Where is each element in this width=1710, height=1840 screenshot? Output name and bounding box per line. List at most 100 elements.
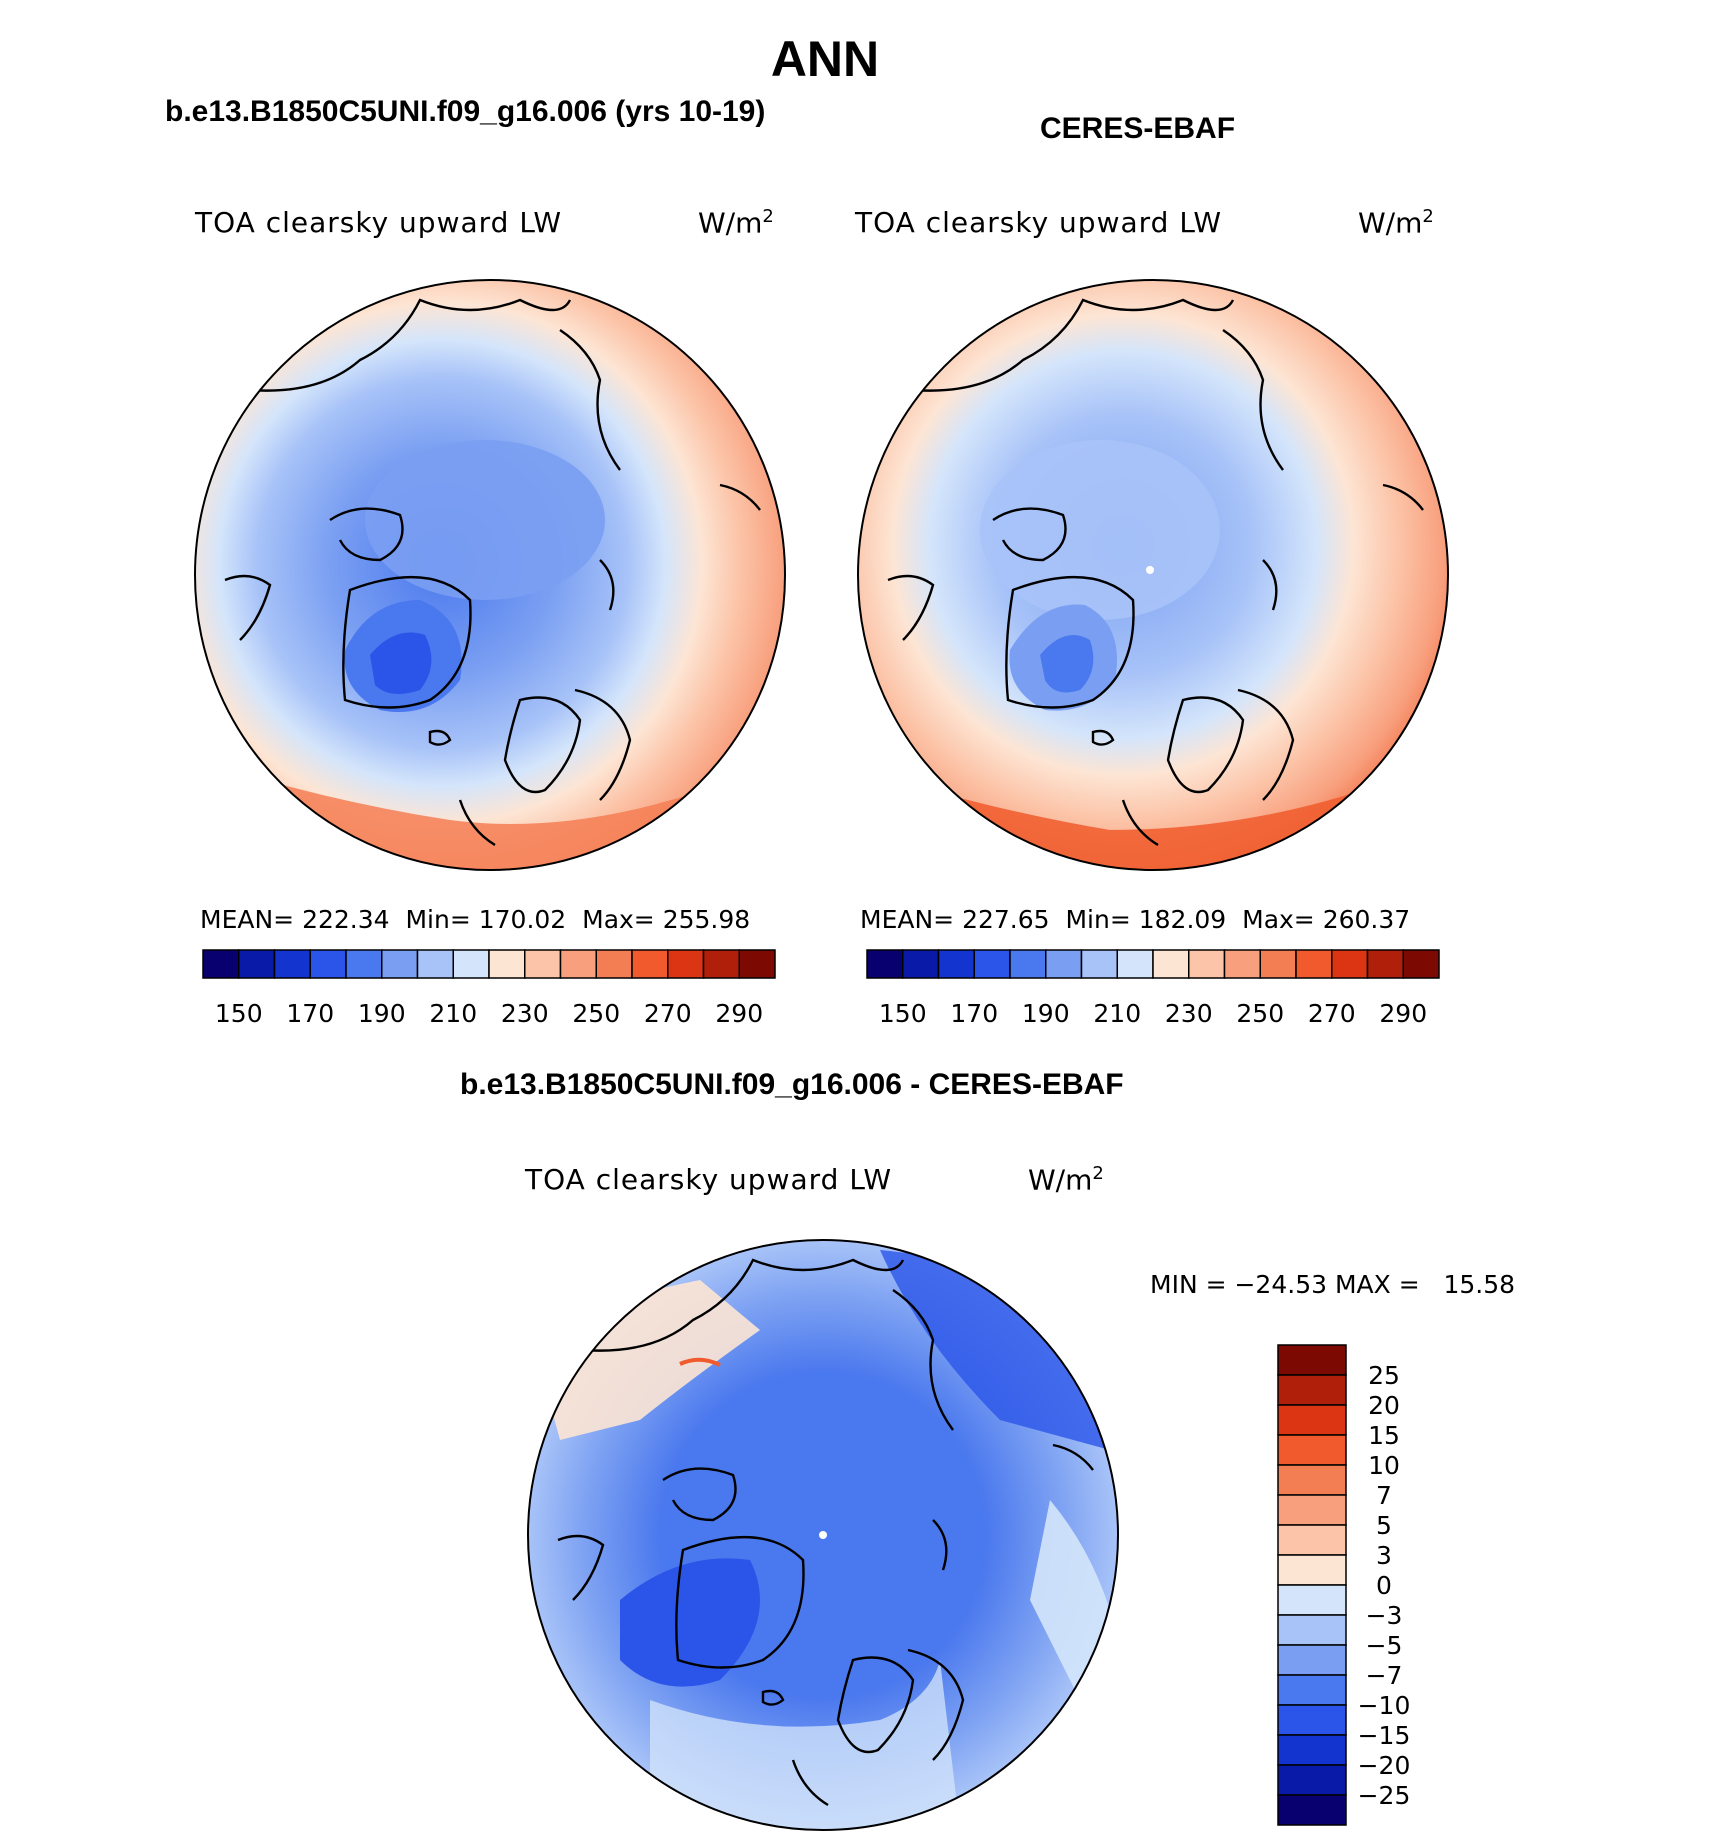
obs-colorbar-box: [1402, 949, 1440, 979]
obs-colorbar-tick-label: 230: [1165, 999, 1213, 1028]
obs-colorbar-box: [1331, 949, 1369, 979]
obs-colorbar-box: [1045, 949, 1083, 979]
diff-polar-map: [527, 1239, 1119, 1831]
obs-colorbar-box: [866, 949, 904, 979]
diff-colorbar-box: [1277, 1374, 1347, 1406]
model-colorbar-box: [202, 949, 240, 979]
obs-colorbar-tick-label: 190: [1022, 999, 1070, 1028]
obs-variable-label: TOA clearsky upward LW: [855, 206, 1223, 239]
obs-colorbar-box: [1223, 949, 1261, 979]
model-colorbar-box: [738, 949, 776, 979]
obs-colorbar-tick-label: 270: [1308, 999, 1356, 1028]
diff-colorbar-tick-label: 25: [1368, 1361, 1400, 1390]
obs-colorbar-box: [1152, 949, 1190, 979]
obs-polar-map: [857, 279, 1449, 871]
model-colorbar-tick-label: 270: [644, 999, 692, 1028]
diff-colorbar-box: [1277, 1704, 1347, 1736]
diff-colorbar-box: [1277, 1764, 1347, 1796]
model-mean-value: 222.34: [302, 905, 390, 934]
diff-units-exp: 2: [1092, 1163, 1104, 1184]
model-colorbar-box: [452, 949, 490, 979]
model-colorbar-box: [416, 949, 454, 979]
model-colorbar-box: [559, 949, 597, 979]
obs-colorbar-box: [1009, 949, 1047, 979]
obs-colorbar-tick-label: 290: [1379, 999, 1427, 1028]
obs-colorbar-box: [937, 949, 975, 979]
model-max-label: Max=: [582, 905, 655, 934]
obs-mean-value: 227.65: [962, 905, 1050, 934]
diff-colorbar-box: [1277, 1524, 1347, 1556]
model-colorbar-box: [309, 949, 347, 979]
model-colorbar-box: [702, 949, 740, 979]
obs-units-exp: 2: [1422, 206, 1434, 227]
diff-colorbar-box: [1277, 1494, 1347, 1526]
diff-units-label: W/m2: [1028, 1163, 1104, 1196]
diff-colorbar-tick-label: −25: [1358, 1781, 1411, 1810]
obs-colorbar-tick-label: 170: [950, 999, 998, 1028]
figure-title: ANN: [770, 31, 880, 87]
model-case-title: b.e13.B1850C5UNI.f09_g16.006 (yrs 10-19): [165, 95, 766, 128]
diff-colorbar-tick-label: 15: [1368, 1421, 1400, 1450]
diff-colorbar-tick-label: −10: [1358, 1691, 1411, 1720]
model-colorbar-box: [524, 949, 562, 979]
diff-colorbar-box: [1277, 1794, 1347, 1826]
model-units-exp: 2: [762, 206, 774, 227]
diff-colorbar-tick-label: 10: [1368, 1451, 1400, 1480]
model-colorbar: 150 170 190 210 230 250 270 290: [202, 949, 776, 1028]
model-colorbar-tick-label: 190: [358, 999, 406, 1028]
model-colorbar-tick-label: 230: [501, 999, 549, 1028]
obs-max-value: 260.37: [1322, 905, 1411, 934]
diff-colorbar-box: [1277, 1434, 1347, 1466]
model-colorbar-box: [381, 949, 419, 979]
diff-colorbar-box: [1277, 1584, 1347, 1616]
diff-variable-label: TOA clearsky upward LW: [525, 1163, 893, 1196]
obs-stats: MEAN= 227.65 Min= 182.09 Max= 260.37: [860, 905, 1410, 934]
diff-colorbar-box: [1277, 1344, 1347, 1376]
model-colorbar-tick-label: 150: [215, 999, 263, 1028]
model-colorbar-tick-label: 210: [429, 999, 477, 1028]
obs-colorbar-box: [1259, 949, 1297, 979]
diff-colorbar-tick-label: −20: [1358, 1751, 1411, 1780]
diff-colorbar-box: [1277, 1644, 1347, 1676]
obs-colorbar: 150 170 190 210 230 250 270 290: [866, 949, 1440, 1028]
obs-colorbar-box: [1295, 949, 1333, 979]
diff-colorbar-box: [1277, 1464, 1347, 1496]
obs-units-base: W/m: [1358, 206, 1423, 240]
model-colorbar-box: [595, 949, 633, 979]
diff-case-title: b.e13.B1850C5UNI.f09_g16.006 - CERES-EBA…: [460, 1068, 1124, 1101]
obs-colorbar-box: [1188, 949, 1226, 979]
model-colorbar-tick-label: 290: [715, 999, 763, 1028]
diff-colorbar-tick-label: −5: [1366, 1631, 1403, 1660]
model-colorbar-box: [488, 949, 526, 979]
obs-colorbar-box: [1080, 949, 1118, 979]
model-min-label: Min=: [405, 905, 471, 934]
model-units-label: W/m2: [698, 206, 774, 239]
diff-colorbar-tick-label: 5: [1376, 1511, 1392, 1540]
obs-colorbar-box: [902, 949, 940, 979]
obs-case-title: CERES-EBAF: [1040, 112, 1236, 145]
obs-units-label: W/m2: [1358, 206, 1434, 239]
model-colorbar-tick-label: 250: [572, 999, 620, 1028]
diff-colorbar-tick-label: 20: [1368, 1391, 1400, 1420]
model-colorbar-box: [667, 949, 705, 979]
diff-colorbar-tick-label: −15: [1358, 1721, 1411, 1750]
diff-colorbar-tick-label: −7: [1366, 1661, 1403, 1690]
model-stats: MEAN= 222.34 Min= 170.02 Max= 255.98: [200, 905, 750, 934]
obs-colorbar-tick-label: 250: [1236, 999, 1284, 1028]
model-mean-label: MEAN=: [200, 905, 295, 934]
model-variable-label: TOA clearsky upward LW: [195, 206, 563, 239]
model-units-base: W/m: [698, 206, 763, 240]
model-colorbar-tick-label: 170: [286, 999, 334, 1028]
obs-colorbar-tick-label: 150: [879, 999, 927, 1028]
obs-max-label: Max=: [1242, 905, 1315, 934]
diff-colorbar-tick-label: 7: [1376, 1481, 1392, 1510]
diff-colorbar-box: [1277, 1734, 1347, 1766]
diff-colorbar-box: [1277, 1404, 1347, 1436]
diff-minmax: MIN = −24.53 MAX = 15.58: [1150, 1270, 1516, 1299]
diff-colorbar-box: [1277, 1614, 1347, 1646]
model-min-value: 170.02: [478, 905, 567, 934]
diff-colorbar-tick-label: 0: [1376, 1571, 1392, 1600]
obs-colorbar-box: [1116, 949, 1154, 979]
